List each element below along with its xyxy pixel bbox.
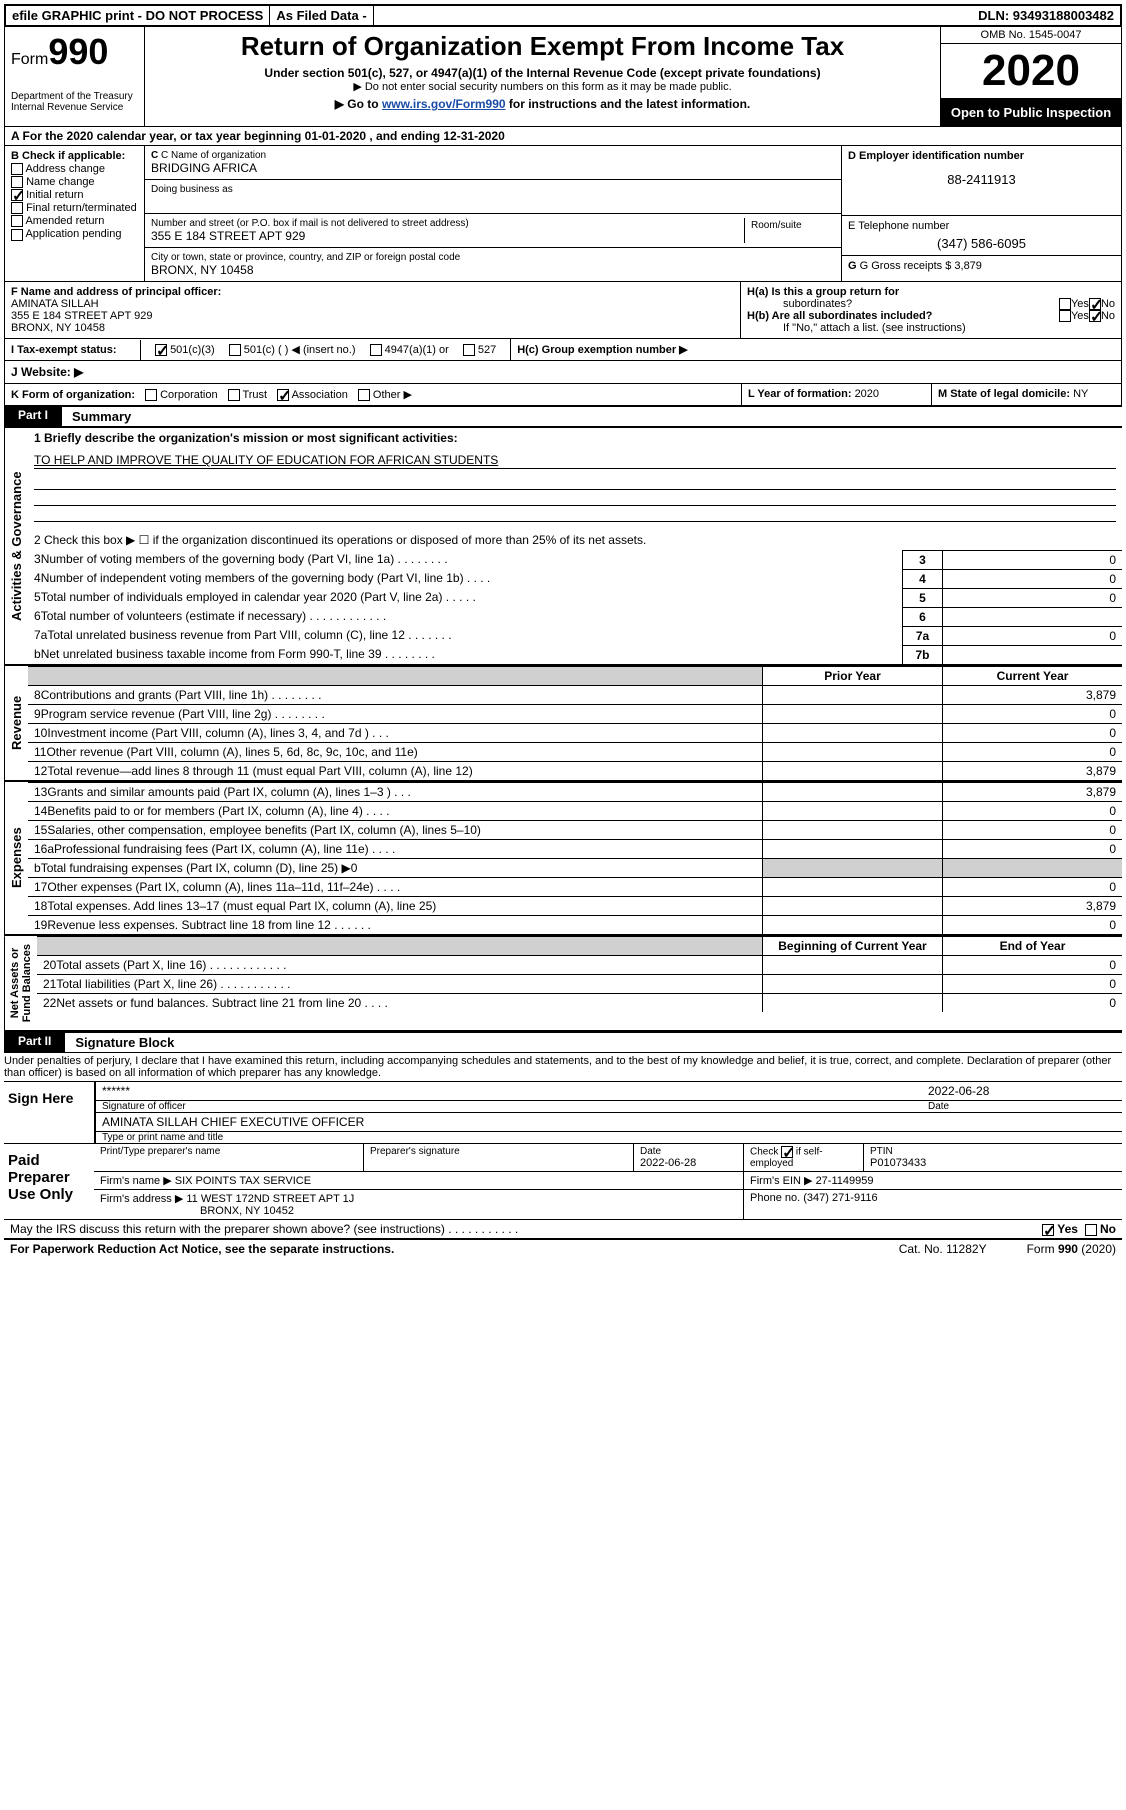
org-name-box: C C Name of organization BRIDGING AFRICA	[145, 146, 841, 180]
firm-addr1: 11 WEST 172ND STREET APT 1J	[186, 1193, 354, 1205]
gross-receipts: 3,879	[954, 260, 982, 272]
ein-box: D Employer identification number 88-2411…	[842, 146, 1121, 216]
cb-final-return[interactable]: Final return/terminated	[11, 202, 138, 214]
row-a-tax-year: A For the 2020 calendar year, or tax yea…	[4, 127, 1122, 146]
officer-addr2: BRONX, NY 10458	[11, 322, 734, 334]
section-activities: Activities & Governance 1 Briefly descri…	[4, 427, 1122, 664]
cb-other[interactable]	[358, 389, 370, 401]
ptin: P01073433	[870, 1157, 1116, 1169]
dept-treasury: Department of the Treasury Internal Reve…	[11, 91, 138, 113]
sign-here-block: Sign Here ****** 2022-06-28 Signature of…	[4, 1081, 1122, 1143]
cb-501c3[interactable]	[155, 344, 167, 356]
firm-ein: 27-1149959	[816, 1175, 874, 1187]
open-inspection: Open to Public Inspection	[941, 99, 1121, 126]
phone-value: (347) 586-6095	[848, 236, 1115, 251]
cb-4947[interactable]	[370, 344, 382, 356]
ein-value: 88-2411913	[848, 172, 1115, 187]
cb-trust[interactable]	[228, 389, 240, 401]
firm-name: SIX POINTS TAX SERVICE	[175, 1175, 311, 1187]
col-b-checkboxes: B Check if applicable: Address change Na…	[5, 146, 145, 281]
irs-link[interactable]: www.irs.gov/Form990	[382, 97, 506, 111]
officer-name-title: AMINATA SILLAH CHIEF EXECUTIVE OFFICER	[96, 1113, 1122, 1132]
dln: DLN: 93493188003482	[972, 6, 1120, 25]
discuss-yes[interactable]	[1042, 1224, 1054, 1236]
entity-grid: B Check if applicable: Address change Na…	[4, 146, 1122, 282]
street-address: 355 E 184 STREET APT 929	[151, 229, 744, 243]
phone-box: E Telephone number (347) 586-6095	[842, 216, 1121, 256]
omb-number: OMB No. 1545-0047	[941, 27, 1121, 44]
officer-addr1: 355 E 184 STREET APT 929	[11, 310, 734, 322]
discuss-no[interactable]	[1085, 1224, 1097, 1236]
paid-preparer-block: Paid Preparer Use Only Print/Type prepar…	[4, 1143, 1122, 1219]
as-filed: As Filed Data -	[270, 6, 373, 25]
form-label: Form	[11, 51, 48, 68]
perjury-text: Under penalties of perjury, I declare th…	[4, 1053, 1122, 1081]
section-revenue: Revenue Prior YearCurrent Year 8Contribu…	[4, 664, 1122, 780]
city-box: City or town, state or province, country…	[145, 248, 841, 281]
section-net-assets: Net Assets or Fund Balances Beginning of…	[4, 934, 1122, 1030]
sig-stars: ******	[102, 1084, 130, 1098]
hb-yes[interactable]	[1059, 310, 1071, 322]
top-bar: efile GRAPHIC print - DO NOT PROCESS As …	[4, 4, 1122, 27]
cb-self-employed[interactable]	[781, 1146, 793, 1158]
gross-receipts-box: G G Gross receipts $ 3,879	[842, 256, 1121, 276]
footer: For Paperwork Reduction Act Notice, see …	[4, 1238, 1122, 1258]
street-box: Number and street (or P.O. box if mail i…	[145, 214, 841, 248]
cb-corp[interactable]	[145, 389, 157, 401]
form-header: Form990 Department of the Treasury Inter…	[4, 27, 1122, 127]
form-title: Return of Organization Exempt From Incom…	[151, 31, 934, 62]
cb-address-change[interactable]: Address change	[11, 163, 138, 175]
mission-text: TO HELP AND IMPROVE THE QUALITY OF EDUCA…	[34, 453, 1116, 469]
cb-527[interactable]	[463, 344, 475, 356]
officer-h-row: F Name and address of principal officer:…	[4, 282, 1122, 339]
hb-no[interactable]	[1089, 310, 1101, 322]
dba-box: Doing business as	[145, 180, 841, 214]
state-domicile: NY	[1073, 388, 1088, 400]
subtitle-2: ▶ Do not enter social security numbers o…	[151, 80, 934, 93]
cb-501c[interactable]	[229, 344, 241, 356]
discuss-row: May the IRS discuss this return with the…	[4, 1219, 1122, 1238]
part2-header: Part II Signature Block	[4, 1030, 1122, 1053]
cb-name-change[interactable]: Name change	[11, 176, 138, 188]
tax-year: 2020	[941, 44, 1121, 99]
prep-date: 2022-06-28	[640, 1157, 737, 1169]
section-expenses: Expenses 13Grants and similar amounts pa…	[4, 780, 1122, 934]
cb-initial-return[interactable]: Initial return	[11, 189, 138, 201]
firm-addr2: BRONX, NY 10452	[100, 1205, 294, 1217]
subtitle-1: Under section 501(c), 527, or 4947(a)(1)…	[151, 66, 934, 80]
cb-app-pending[interactable]: Application pending	[11, 228, 138, 240]
officer-name: AMINATA SILLAH	[11, 298, 734, 310]
part1-header: Part I Summary	[4, 406, 1122, 427]
subtitle-3: ▶ Go to www.irs.gov/Form990 for instruct…	[151, 97, 934, 111]
cat-no: Cat. No. 11282Y	[899, 1242, 987, 1256]
tax-exempt-row: I Tax-exempt status: 501(c)(3) 501(c) ( …	[4, 339, 1122, 361]
website-label: J Website: ▶	[11, 365, 83, 379]
cb-assoc[interactable]	[277, 389, 289, 401]
sign-date: 2022-06-28	[922, 1082, 1122, 1100]
cb-amended[interactable]: Amended return	[11, 215, 138, 227]
efile-notice: efile GRAPHIC print - DO NOT PROCESS	[6, 6, 270, 25]
prep-phone: (347) 271-9116	[803, 1192, 877, 1204]
form-number: 990	[48, 31, 108, 72]
org-name: BRIDGING AFRICA	[151, 161, 835, 175]
ha-yes[interactable]	[1059, 298, 1071, 310]
city-state-zip: BRONX, NY 10458	[151, 263, 835, 277]
year-formation: 2020	[855, 388, 879, 400]
